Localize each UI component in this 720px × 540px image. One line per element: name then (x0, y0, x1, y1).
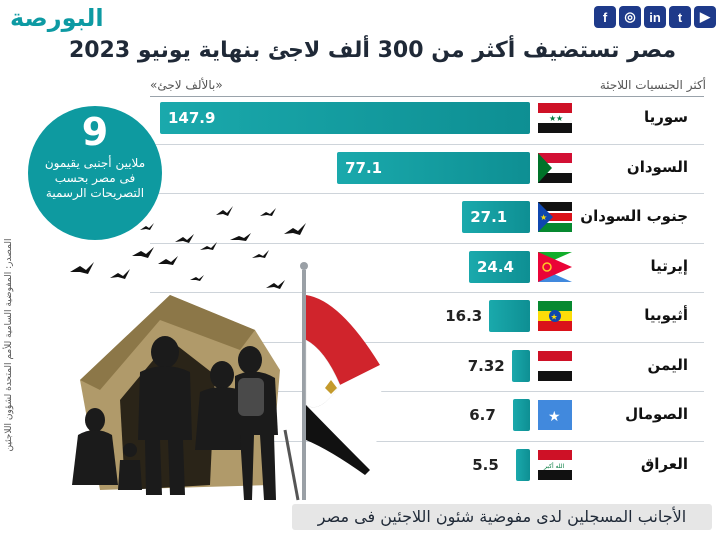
bar (468, 250, 530, 283)
twitter-icon[interactable]: t (669, 6, 691, 28)
refugee-illustration (70, 206, 382, 501)
category-label: اليمن (647, 355, 688, 374)
category-label: الصومال (625, 405, 688, 423)
svg-text:★: ★ (551, 313, 558, 322)
syria-flag-icon: ★ ★ (538, 103, 572, 133)
svg-text:★: ★ (540, 213, 547, 222)
bar-value-label: 6.7 (469, 406, 496, 424)
svg-text:★: ★ (548, 409, 561, 425)
ethiopia-flag-icon: ★ (538, 301, 572, 331)
iraq-flag-icon: الله أكبر (538, 449, 572, 480)
bar (337, 151, 530, 184)
source-text: المصدر: المفوضية السامية للأمم المتحدة ل… (2, 239, 14, 452)
highlight-text: ملايين أجنبى يقيمون فى مصر بحسب التصريحا… (44, 156, 146, 200)
row-divider (150, 193, 704, 194)
linkedin-icon[interactable]: in (644, 6, 666, 28)
bar (511, 349, 530, 382)
bar (513, 399, 530, 431)
page-title: مصر تستضيف أكثر من 300 ألف لاجئ بنهاية ي… (68, 38, 677, 63)
unit-label: «بالألف لاجئ» (150, 78, 223, 92)
sudan-flag-icon (538, 152, 572, 183)
svg-text:★: ★ (549, 114, 556, 123)
row-divider (150, 143, 704, 145)
svg-text:★: ★ (556, 114, 563, 123)
bar-value-label: 147.9 (168, 109, 216, 127)
instagram-icon[interactable]: ◎ (619, 6, 641, 28)
bar (462, 201, 530, 233)
row-divider (150, 292, 704, 293)
birds-icon (70, 206, 306, 289)
source-note: المصدر: المفوضية السامية للأمم المتحدة ل… (2, 239, 14, 452)
row-divider (150, 391, 704, 392)
header-divider (150, 96, 704, 97)
bar-value-label: 16.3 (445, 307, 483, 325)
bar-value-label: 27.1 (470, 208, 508, 226)
bar-value-label: 5.5 (472, 455, 499, 474)
bar-value-label: 24.4 (476, 257, 514, 276)
south-sudan-flag-icon: ★ (538, 202, 572, 232)
category-axis-label: أكثر الجنسيات اللاجئة (599, 78, 706, 92)
facebook-icon[interactable]: f (594, 6, 616, 28)
social-links: f ◎ in t ▶ (594, 6, 716, 28)
highlight-number: 9 (81, 110, 109, 154)
category-label: العراق (640, 454, 688, 473)
row-divider (150, 341, 704, 343)
svg-text:الله أكبر: الله أكبر (543, 462, 565, 470)
people-icon (72, 336, 300, 501)
highlight-circle: 9 ملايين أجنبى يقيمون فى مصر بحسب التصري… (28, 106, 162, 240)
category-label: إيرتيا (650, 256, 689, 275)
eritrea-flag-icon (538, 251, 572, 282)
somalia-flag-icon: ★ (538, 400, 572, 430)
bar (516, 448, 530, 481)
youtube-icon[interactable]: ▶ (694, 6, 716, 28)
bar-value-label: 7.32 (467, 356, 505, 375)
bar-value-label: 77.1 (345, 158, 383, 177)
row-divider (150, 242, 704, 244)
bar (160, 102, 530, 134)
yemen-flag-icon (538, 350, 572, 381)
brand-logo: البورصة (10, 4, 105, 32)
footer-caption: الأجانب المسجلين لدى مفوضية شئون اللاجئي… (292, 504, 712, 530)
category-label: جنوب السودان (580, 207, 688, 225)
category-label: أثيوبيا (644, 306, 688, 324)
category-label: سوريا (643, 108, 688, 126)
bar (489, 300, 530, 332)
category-label: السودان (626, 157, 688, 176)
row-divider (150, 440, 704, 442)
egypt-flag-illustration (300, 262, 382, 500)
